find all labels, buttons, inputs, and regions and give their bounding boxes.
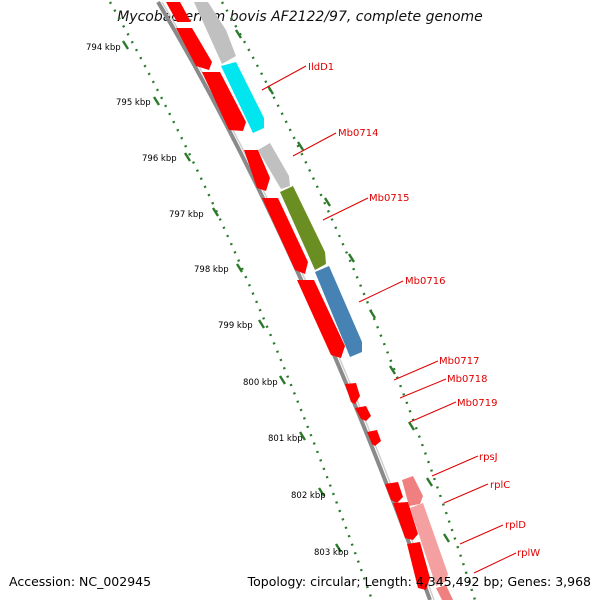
cds-arrow <box>202 72 246 131</box>
tick-796 <box>183 152 192 162</box>
kbp-label-803: 803 kbp <box>314 548 349 558</box>
cds-arrow <box>297 280 345 358</box>
leader-IldD1 <box>261 65 307 91</box>
backbone-inner <box>161 1 435 600</box>
leader-rpsJ <box>431 455 479 477</box>
gene-label-Mb0714[interactable]: Mb0714 <box>338 128 378 139</box>
kbp-label-797: 797 kbp <box>169 210 204 220</box>
cds-arrow <box>407 542 430 590</box>
outer-tick <box>296 141 305 151</box>
tick-802 <box>317 487 326 497</box>
tick-801 <box>298 431 307 441</box>
cds-arrow <box>244 150 270 191</box>
cds-arrow <box>345 383 360 404</box>
cds-arrows <box>166 2 430 590</box>
leader-rplW <box>473 552 517 574</box>
cds-arrow <box>367 430 381 446</box>
outer-tick <box>368 309 377 319</box>
pink-feature <box>402 476 423 506</box>
gene-label-rplC[interactable]: rplC <box>490 480 510 491</box>
outer-ticks <box>234 29 451 543</box>
leader-Mb0714 <box>292 132 337 157</box>
leader-rplD <box>459 524 504 545</box>
leader-Mb0718 <box>399 378 447 399</box>
pink-feature <box>410 503 448 586</box>
outer-tick <box>388 365 397 375</box>
cds-arrow <box>393 502 418 540</box>
gene-label-Mb0717[interactable]: Mb0717 <box>439 356 479 367</box>
outer-tick <box>234 29 243 39</box>
pink-feature <box>436 585 453 600</box>
kbp-label-796: 796 kbp <box>142 154 177 164</box>
leader-Mb0717 <box>393 360 439 381</box>
kbp-label-795: 795 kbp <box>116 98 151 108</box>
feature-bands <box>194 2 453 600</box>
tick-800 <box>278 375 287 385</box>
accession-text: Accession: NC_002945 <box>9 574 152 589</box>
gray-feature <box>258 143 290 189</box>
kbp-labels: 794 kbp 795 kbp 796 kbp 797 kbp 798 kbp … <box>86 43 349 558</box>
outer-tick <box>266 85 275 95</box>
olive-feature <box>280 186 326 270</box>
gene-labels: IldD1 Mb0714 Mb0715 Mb0716 Mb0717 Mb0718… <box>308 62 540 559</box>
outer-tick <box>407 421 416 431</box>
gene-label-Mb0716[interactable]: Mb0716 <box>405 276 445 287</box>
label-leaders <box>261 65 517 574</box>
leader-Mb0715 <box>322 197 369 221</box>
cds-arrow <box>262 198 308 274</box>
gene-label-rplD[interactable]: rplD <box>505 520 526 531</box>
leader-Mb0719 <box>409 401 457 423</box>
outer-tick <box>425 477 434 487</box>
cyan-feature <box>221 62 264 133</box>
backbone-outer <box>156 0 432 600</box>
cds-arrow <box>385 482 403 503</box>
tick-795 <box>152 96 161 106</box>
kbp-label-801: 801 kbp <box>268 434 303 444</box>
cds-arrow <box>176 28 212 70</box>
gene-label-rpsJ[interactable]: rpsJ <box>479 452 498 463</box>
gene-label-Mb0718[interactable]: Mb0718 <box>447 374 487 385</box>
kbp-label-802: 802 kbp <box>291 491 326 501</box>
kbp-label-800: 800 kbp <box>243 378 278 388</box>
major-ticks <box>121 40 343 553</box>
kbp-label-798: 798 kbp <box>194 265 229 275</box>
leader-Mb0716 <box>358 280 404 303</box>
kbp-label-799: 799 kbp <box>218 321 253 331</box>
tick-797 <box>211 207 220 217</box>
topology-text: Topology: circular; Length: 4,345,492 bp… <box>247 574 591 589</box>
tick-803 <box>334 543 343 553</box>
gray-feature <box>194 2 236 64</box>
outer-tick-ring <box>220 1 477 600</box>
tick-798 <box>235 263 244 273</box>
outer-tick <box>323 197 332 207</box>
tick-799 <box>257 319 266 329</box>
backbone <box>156 0 435 600</box>
gene-label-Mb0719[interactable]: Mb0719 <box>457 398 497 409</box>
tick-794 <box>121 40 130 50</box>
kbp-label-794: 794 kbp <box>86 43 121 53</box>
gene-label-Mb0715[interactable]: Mb0715 <box>369 193 409 204</box>
gene-label-rplW[interactable]: rplW <box>517 548 540 559</box>
steel-feature <box>315 266 362 357</box>
gene-label-IldD1[interactable]: IldD1 <box>308 62 334 73</box>
leader-rplC <box>443 483 489 504</box>
outer-tick <box>442 533 451 543</box>
outer-tick <box>347 253 356 263</box>
cds-arrow <box>355 406 371 421</box>
cds-arrow <box>166 2 191 22</box>
